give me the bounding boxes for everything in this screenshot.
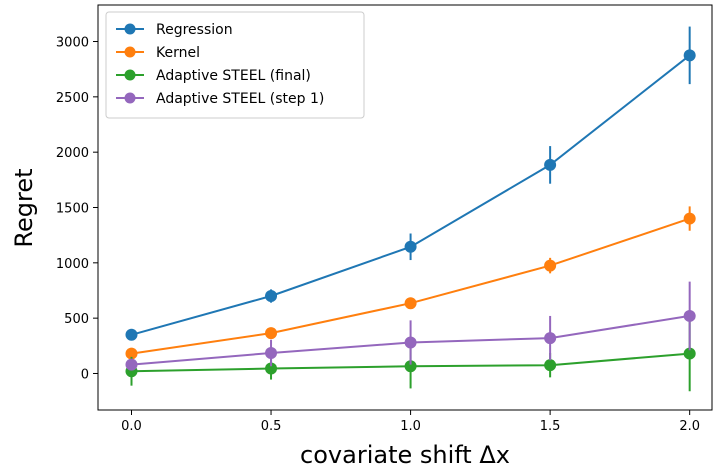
data-point xyxy=(265,347,278,360)
legend-label: Kernel xyxy=(156,45,200,61)
y-tick-label: 2000 xyxy=(56,146,89,161)
x-axis: 0.0 0.5 1.0 1.5 2.0 xyxy=(121,410,700,434)
x-axis-label: covariate shift Δx xyxy=(300,441,510,469)
y-tick-label: 0 xyxy=(81,367,89,382)
data-point xyxy=(125,328,138,341)
y-tick-label: 1500 xyxy=(56,202,89,217)
data-point xyxy=(544,332,557,345)
legend-marker xyxy=(124,69,136,81)
data-point xyxy=(683,49,696,62)
y-tick-label: 2500 xyxy=(56,91,89,106)
data-point xyxy=(544,359,557,372)
data-point xyxy=(125,347,138,360)
data-point xyxy=(683,212,696,225)
data-point xyxy=(683,309,696,322)
legend-marker xyxy=(124,23,136,35)
data-point xyxy=(265,290,278,303)
legend-label: Regression xyxy=(156,22,233,38)
y-tick-label: 500 xyxy=(64,312,89,327)
data-point xyxy=(404,297,417,310)
data-point xyxy=(544,158,557,171)
legend-label: Adaptive STEEL (final) xyxy=(156,68,311,84)
y-tick-label: 3000 xyxy=(56,36,89,51)
x-tick-label: 0.0 xyxy=(121,419,142,434)
series-group xyxy=(125,26,696,341)
y-axis-label: Regret xyxy=(10,168,38,247)
y-axis: 0 500 1000 1500 2000 2500 3000 xyxy=(56,36,98,382)
data-point xyxy=(404,336,417,349)
data-point xyxy=(265,362,278,375)
legend: Regression Kernel Adaptive STEEL (final) Ad… xyxy=(105,11,365,119)
x-tick-label: 0.5 xyxy=(261,419,282,434)
data-point xyxy=(404,240,417,253)
x-tick-label: 1.0 xyxy=(400,419,421,434)
legend-box xyxy=(105,11,365,119)
data-point xyxy=(265,327,278,340)
legend-marker xyxy=(124,46,136,58)
data-point xyxy=(125,358,138,371)
legend-marker xyxy=(124,92,136,104)
data-point xyxy=(404,360,417,373)
y-tick-label: 1000 xyxy=(56,257,89,272)
data-point xyxy=(544,259,557,272)
legend-label: Adaptive STEEL (step 1) xyxy=(156,91,324,107)
x-tick-label: 1.5 xyxy=(540,419,561,434)
series-group xyxy=(125,206,696,360)
x-tick-label: 2.0 xyxy=(679,419,700,434)
plot-area xyxy=(125,26,696,392)
series-group xyxy=(125,281,696,371)
data-point xyxy=(683,347,696,360)
